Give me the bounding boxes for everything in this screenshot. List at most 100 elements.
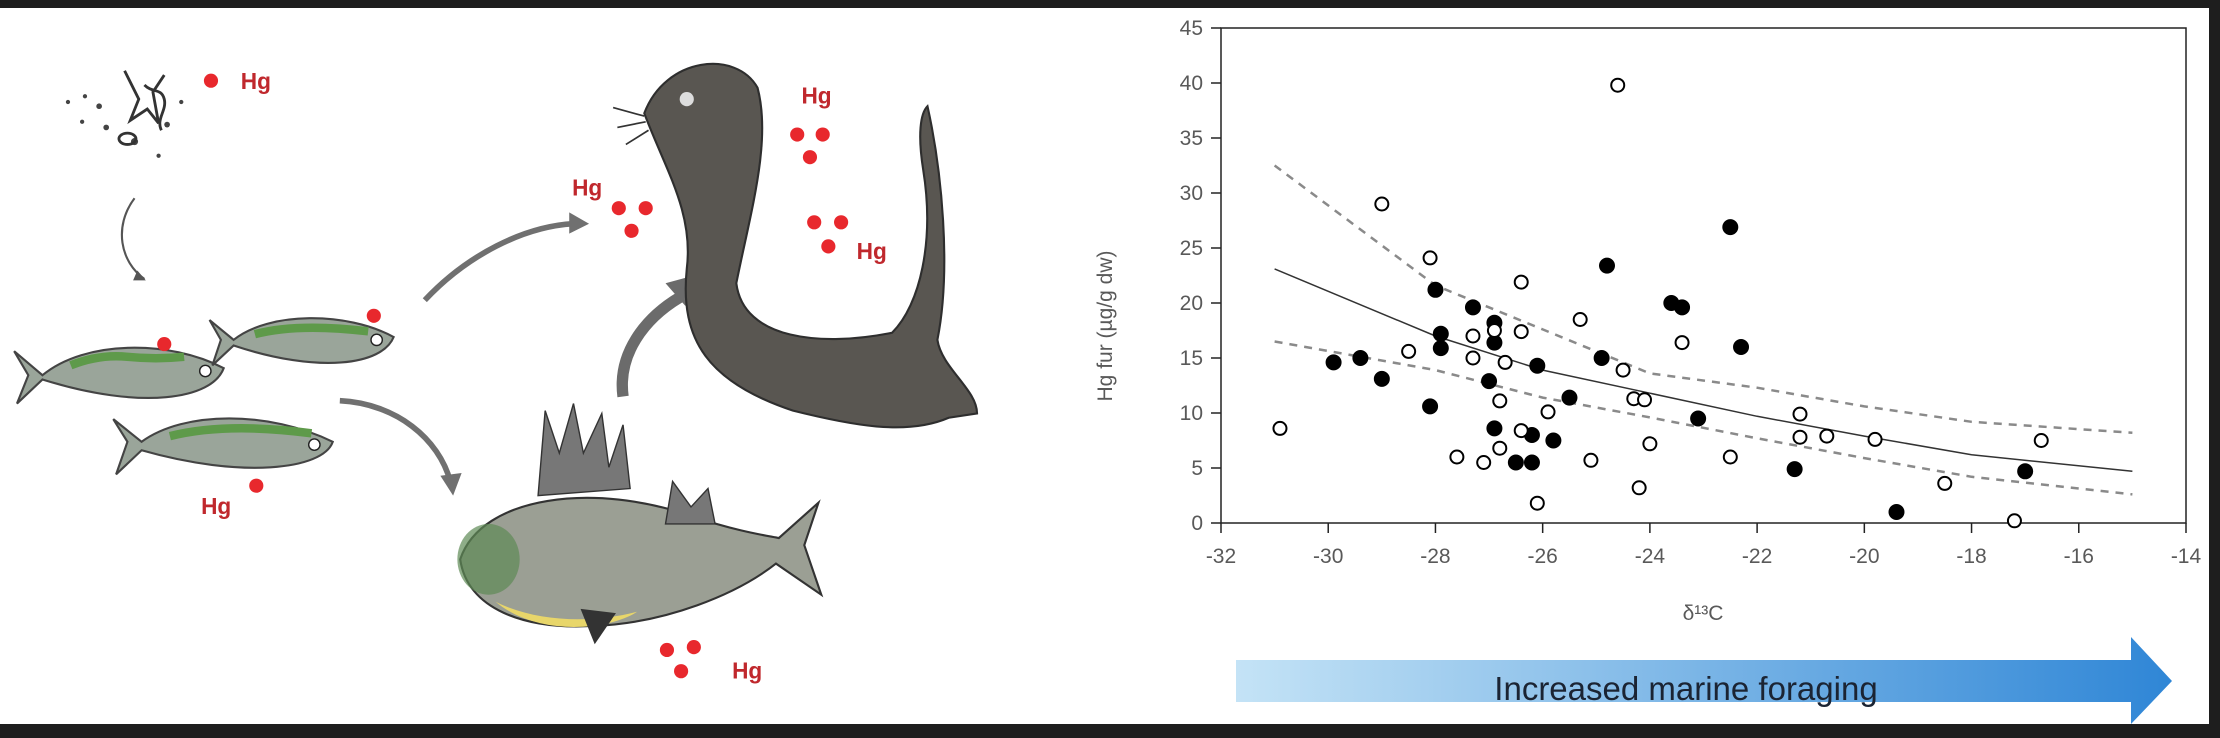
- data-point-open: [1486, 323, 1502, 338]
- plankton-icon: [65, 70, 184, 158]
- data-point-open: [2006, 513, 2022, 529]
- x-tick-label: -26: [1527, 545, 1557, 568]
- data-point-filled: [1733, 339, 1750, 355]
- y-tick-label: 25: [1180, 237, 1203, 260]
- data-point-filled: [1352, 350, 1369, 366]
- x-tick-label: -14: [2171, 545, 2202, 568]
- data-point-open: [1792, 406, 1808, 422]
- plot-frame: [1220, 27, 2187, 524]
- small-fish-icon: [208, 317, 395, 367]
- data-point-open: [1492, 393, 1508, 409]
- hg-label: Hg: [857, 238, 887, 264]
- data-point-open: [1492, 440, 1508, 456]
- data-point-filled: [1427, 281, 1444, 298]
- data-point-open: [1529, 495, 1545, 511]
- data-point-open: [1937, 475, 1953, 491]
- data-point-open: [1374, 196, 1390, 212]
- data-point-filled: [1464, 299, 1481, 316]
- data-point-filled: [1523, 454, 1540, 471]
- data-point-filled: [1599, 257, 1615, 274]
- small-fish-icon: [112, 417, 335, 476]
- hg-label: Hg: [201, 493, 231, 519]
- data-point-open: [1465, 350, 1481, 366]
- data-point-filled: [1674, 299, 1691, 316]
- data-point-open: [1476, 455, 1492, 470]
- y-tick-label: 45: [1180, 17, 1203, 40]
- y-tick-label: 0: [1191, 512, 1203, 535]
- data-point-open: [1674, 335, 1690, 351]
- data-point-filled: [1593, 350, 1610, 366]
- data-point-open: [1513, 324, 1529, 340]
- arrow-perch-to-otter: [616, 292, 683, 398]
- data-point-filled: [1786, 461, 1803, 478]
- data-point-open: [1272, 420, 1288, 436]
- data-point-open: [1449, 449, 1465, 465]
- y-tick-label: 20: [1180, 292, 1203, 315]
- data-point-open: [1631, 480, 1647, 496]
- data-point-filled: [1888, 504, 1905, 520]
- hg-label: Hg: [801, 82, 831, 108]
- figure-panel: Hg Hg Hg Hg Hg Hg -32 -30 -28 -26 -24 -22 -20-…: [0, 8, 2209, 724]
- data-point-filled: [1486, 420, 1503, 437]
- data-point-open: [1722, 449, 1738, 465]
- y-tick-label: 40: [1180, 72, 1203, 95]
- data-point-filled: [1481, 373, 1498, 390]
- data-point-open: [1465, 328, 1481, 344]
- data-point-filled: [1432, 340, 1449, 357]
- y-tick-label: 15: [1180, 347, 1203, 370]
- y-tick-label: 10: [1180, 402, 1203, 425]
- data-point-open: [1540, 404, 1556, 420]
- data-point-filled: [1529, 357, 1546, 374]
- data-point-open: [1610, 77, 1626, 93]
- data-point-open: [1422, 250, 1438, 266]
- data-point-filled: [1373, 370, 1390, 387]
- otter-icon: [612, 62, 979, 429]
- y-tick-label: 5: [1191, 457, 1203, 480]
- data-point-open: [1497, 354, 1513, 370]
- ci-upper-line: [1273, 164, 2133, 435]
- data-point-open: [1513, 423, 1529, 439]
- food-web-illustration: Hg Hg Hg Hg Hg Hg: [13, 62, 979, 683]
- y-tick-label: 30: [1180, 182, 1203, 205]
- data-point-filled: [2017, 463, 2034, 480]
- data-point-filled: [1722, 219, 1739, 236]
- data-point-filled: [1507, 454, 1524, 471]
- x-axis-label: δ¹³C: [1683, 602, 1724, 625]
- data-point-open: [1513, 274, 1529, 290]
- hg-label: Hg: [241, 68, 271, 94]
- ci-lower-line: [1274, 340, 2133, 496]
- arrow-fish-to-otter: [422, 220, 574, 303]
- arrow-fish-to-perch: [339, 397, 454, 483]
- data-point-filled: [1325, 354, 1342, 371]
- data-point-open: [1867, 431, 1883, 447]
- x-tick-label: -28: [1420, 545, 1450, 568]
- data-point-filled: [1432, 325, 1449, 342]
- x-tick-label: -18: [1956, 545, 1986, 568]
- hg-label: Hg: [572, 174, 602, 200]
- data-point-filled: [1561, 389, 1578, 406]
- data-point-open: [1637, 392, 1653, 408]
- data-point-filled: [1545, 432, 1562, 449]
- mercury-dots: [157, 73, 849, 679]
- y-tick-label: 35: [1180, 127, 1203, 150]
- perch-icon: [457, 403, 824, 645]
- data-point-open: [1792, 429, 1808, 445]
- scatter-chart: -32 -30 -28 -26 -24 -22 -20 -18 -16 -14 0 5 10 15 20 25…: [1094, 17, 2202, 724]
- x-tick-label: -24: [1635, 545, 1666, 568]
- data-point-filled: [1690, 410, 1707, 427]
- x-tick-label: -22: [1742, 545, 1772, 568]
- data-point-open: [1583, 452, 1599, 468]
- marine-foraging-arrow: [1236, 637, 2172, 724]
- x-tick-label: -20: [1849, 545, 1879, 568]
- x-tick-label: -32: [1206, 545, 1236, 568]
- marine-foraging-label: Increased marine foraging: [1494, 670, 1878, 707]
- fit-line: [1274, 268, 2133, 473]
- hg-label: Hg: [732, 657, 762, 683]
- data-point-open: [1572, 312, 1588, 327]
- data-point-open: [1615, 362, 1631, 378]
- x-tick-label: -30: [1313, 545, 1343, 568]
- data-point-open: [2033, 433, 2049, 448]
- x-tick-label: -16: [2064, 545, 2094, 568]
- y-axis-label: Hg fur (µg/g dw): [1094, 251, 1117, 402]
- data-point-filled: [1422, 398, 1439, 415]
